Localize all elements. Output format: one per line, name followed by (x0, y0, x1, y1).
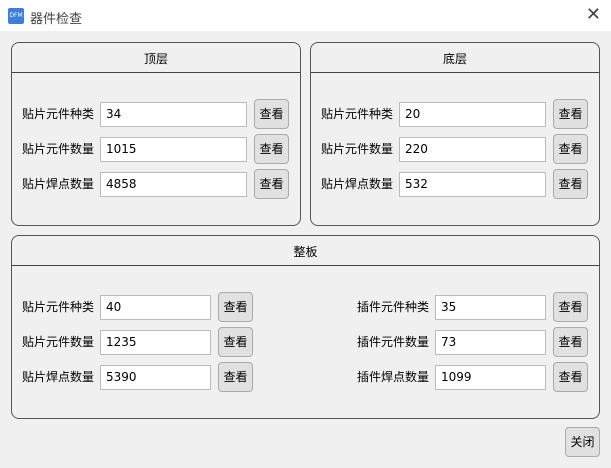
text-field[interactable]: 532 (399, 172, 546, 197)
group-title: 底层 (442, 52, 467, 66)
view-button[interactable]: 查看 (553, 169, 588, 199)
field-label: 贴片元件数量 (321, 142, 394, 156)
field-label: 插件元件种类 (357, 300, 430, 314)
group-box: 底层 (310, 42, 600, 226)
field-label: 插件元件数量 (357, 335, 430, 349)
view-button[interactable]: 查看 (254, 99, 289, 129)
text-field[interactable]: 1015 (100, 137, 247, 162)
view-button[interactable]: 查看 (553, 99, 588, 129)
text-field[interactable]: 4858 (100, 172, 247, 197)
text-field[interactable]: 1235 (100, 330, 211, 355)
view-button[interactable]: 查看 (553, 292, 588, 322)
field-label: 贴片元件数量 (22, 142, 95, 156)
close-button[interactable]: 关闭 (565, 427, 600, 457)
view-button[interactable]: 查看 (218, 327, 253, 357)
field-label: 贴片焊点数量 (22, 177, 95, 191)
group-title: 整板 (293, 245, 318, 259)
field-label: 贴片元件种类 (22, 107, 95, 121)
field-label: 插件焊点数量 (357, 370, 430, 384)
view-button[interactable]: 查看 (553, 134, 588, 164)
text-field[interactable]: 5390 (100, 365, 211, 390)
text-field[interactable]: 35 (435, 295, 546, 320)
view-button[interactable]: 查看 (553, 327, 588, 357)
divider (311, 72, 599, 73)
field-label: 贴片元件种类 (321, 107, 394, 121)
text-field[interactable]: 34 (100, 102, 247, 127)
view-button[interactable]: 查看 (218, 362, 253, 392)
text-field[interactable]: 40 (100, 295, 211, 320)
divider (12, 265, 599, 266)
view-button[interactable]: 查看 (254, 134, 289, 164)
field-label: 贴片元件种类 (22, 300, 95, 314)
text-field[interactable]: 73 (435, 330, 546, 355)
close-icon[interactable]: ✕ (585, 4, 601, 25)
divider (12, 72, 300, 73)
title-bar: DFM 器件检查 ✕ (0, 0, 611, 31)
text-field[interactable]: 1099 (435, 365, 546, 390)
group-title: 顶层 (143, 52, 168, 66)
view-button[interactable]: 查看 (254, 169, 289, 199)
field-label: 贴片焊点数量 (22, 370, 95, 384)
group-box: 顶层 (11, 42, 301, 226)
view-button[interactable]: 查看 (553, 362, 588, 392)
text-field[interactable]: 220 (399, 137, 546, 162)
app-icon: DFM (8, 8, 24, 24)
view-button[interactable]: 查看 (218, 292, 253, 322)
text-field[interactable]: 20 (399, 102, 546, 127)
window-title: 器件检查 (30, 12, 83, 27)
field-label: 贴片元件数量 (22, 335, 95, 349)
field-label: 贴片焊点数量 (321, 177, 394, 191)
group-box: 整板 (11, 235, 600, 419)
